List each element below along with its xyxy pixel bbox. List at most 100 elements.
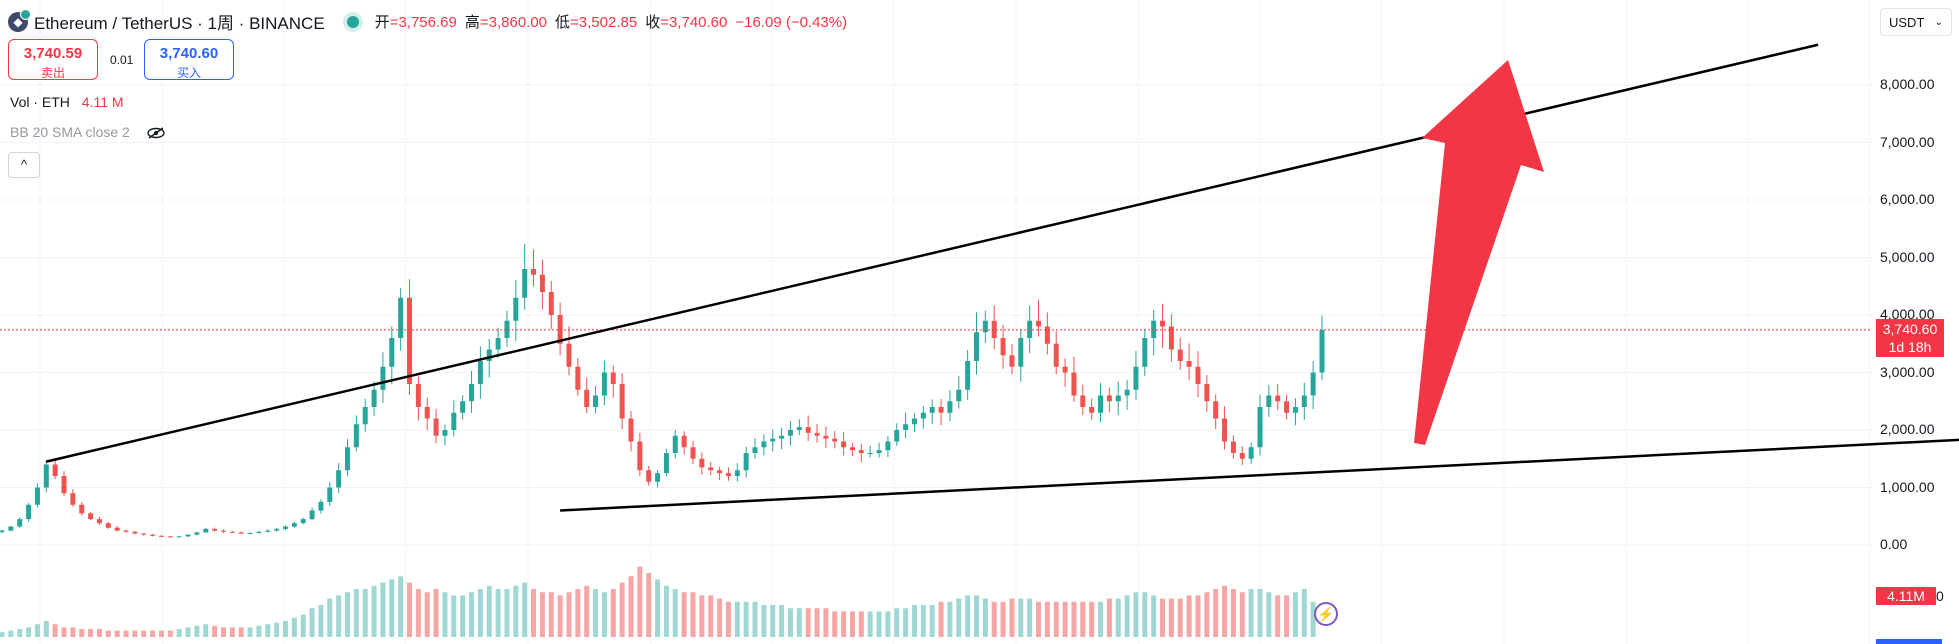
- volume-bar: [885, 611, 891, 637]
- volume-bar: [8, 630, 14, 637]
- candle-body: [486, 349, 492, 361]
- candle-body: [770, 438, 776, 442]
- candle-body: [1230, 441, 1236, 453]
- candle-body: [1168, 326, 1174, 350]
- lightning-icon[interactable]: ⚡: [1314, 602, 1338, 626]
- eye-hidden-icon[interactable]: [146, 127, 166, 139]
- trendline-lower[interactable]: [560, 430, 1959, 512]
- candle-body: [548, 292, 554, 315]
- currency-selector[interactable]: USDT ⌄: [1880, 8, 1952, 36]
- ohlc-value: =3,756.69: [389, 14, 457, 31]
- candle-body: [123, 530, 129, 532]
- ohlc-values: 开=3,756.69 高=3,860.00 低=3,502.85 收=3,740.60…: [375, 11, 855, 32]
- volume-axis-zero: 0: [1936, 588, 1944, 604]
- volume-bar: [26, 627, 32, 637]
- bb-indicator-legend[interactable]: BB 20 SMA close 2: [10, 124, 166, 140]
- volume-bar: [229, 627, 235, 637]
- volume-bar: [1036, 601, 1042, 637]
- candle-body: [380, 366, 386, 390]
- volume-bar: [1284, 595, 1290, 637]
- candle-body: [61, 476, 67, 494]
- volume-bar: [761, 605, 767, 637]
- candle-body: [141, 533, 147, 535]
- chevron-down-icon: ⌄: [1934, 17, 1943, 28]
- candle-body: [885, 441, 891, 451]
- market-status-icon[interactable]: [346, 15, 359, 28]
- candle-body: [734, 470, 740, 476]
- volume-bar: [1213, 589, 1219, 637]
- volume-bar: [256, 625, 262, 637]
- volume-bar: [805, 608, 811, 637]
- candle-body: [610, 372, 616, 384]
- candle-body: [34, 487, 40, 505]
- volume-bar: [398, 576, 404, 637]
- candle-body: [256, 531, 262, 533]
- volume-bar: [380, 582, 386, 637]
- candle-body: [229, 531, 235, 533]
- candle-body: [1036, 320, 1042, 327]
- volume-indicator-legend[interactable]: Vol · ETH 4.11 M: [10, 94, 124, 110]
- buy-button[interactable]: 3,740.60 买入: [144, 39, 234, 80]
- volume-bar: [849, 611, 855, 637]
- price-axis-label: 3,000.00: [1880, 363, 1935, 380]
- candle-body: [220, 530, 226, 532]
- volume-bar: [619, 582, 625, 637]
- volume-bar: [345, 592, 351, 637]
- volume-bar: [79, 629, 85, 637]
- candle-body: [96, 519, 102, 524]
- countdown-value: 1d 18h: [1888, 339, 1932, 355]
- volume-bar: [717, 598, 723, 637]
- volume-bar: [911, 605, 917, 637]
- candle-body: [1115, 395, 1121, 402]
- symbol-title[interactable]: Ethereum / TetherUS · 1周 · BINANCE: [34, 14, 325, 33]
- candle-body: [903, 424, 909, 430]
- candle-body: [371, 389, 377, 407]
- time-axis-handle[interactable]: [1876, 639, 1942, 644]
- buy-label: 买入: [176, 66, 201, 80]
- volume-bar: [327, 598, 333, 637]
- candle-body: [1310, 372, 1316, 396]
- candle-body: [1124, 389, 1130, 396]
- volume-bar: [247, 627, 253, 637]
- volume-bar: [1080, 601, 1086, 637]
- candle-body: [185, 534, 191, 537]
- volume-bar: [539, 592, 545, 637]
- volume-bar: [274, 622, 280, 637]
- volume-bar: [1275, 595, 1281, 637]
- candle-body: [841, 441, 847, 448]
- volume-bar: [362, 589, 368, 637]
- candle-body: [407, 297, 413, 384]
- volume-bar: [982, 598, 988, 637]
- volume-bar: [929, 605, 935, 637]
- candle-body: [601, 372, 607, 396]
- volume-bar: [1053, 601, 1059, 637]
- candle-body: [646, 470, 652, 482]
- candle-body: [158, 535, 164, 537]
- volume-bar: [938, 601, 944, 637]
- candle-body: [265, 530, 271, 532]
- red-arrow-drawing[interactable]: [1414, 60, 1544, 445]
- candle-body: [167, 536, 173, 538]
- volume-bar: [646, 573, 652, 637]
- volume-bar: [88, 629, 94, 637]
- price-axis-label: 8,000.00: [1880, 76, 1935, 92]
- candle-body: [858, 450, 864, 453]
- candle-body: [398, 297, 404, 338]
- trendline-upper[interactable]: [46, 43, 1819, 463]
- candle-body: [1160, 320, 1166, 327]
- volume-bar: [1071, 601, 1077, 637]
- candle-body: [1098, 395, 1104, 413]
- volume-bar: [734, 601, 740, 637]
- sell-button[interactable]: 3,740.59 卖出: [8, 39, 98, 80]
- ethereum-logo-icon[interactable]: ◆: [8, 8, 31, 32]
- candle-body: [132, 531, 138, 534]
- collapse-legend-button[interactable]: ^: [8, 152, 40, 178]
- candle-body: [300, 519, 306, 524]
- candle-body: [1266, 395, 1272, 407]
- volume-bar: [1177, 598, 1183, 637]
- volume-bar: [389, 579, 395, 637]
- volume-bar: [681, 592, 687, 637]
- volume-bar: [70, 627, 76, 637]
- candle-body: [681, 435, 687, 448]
